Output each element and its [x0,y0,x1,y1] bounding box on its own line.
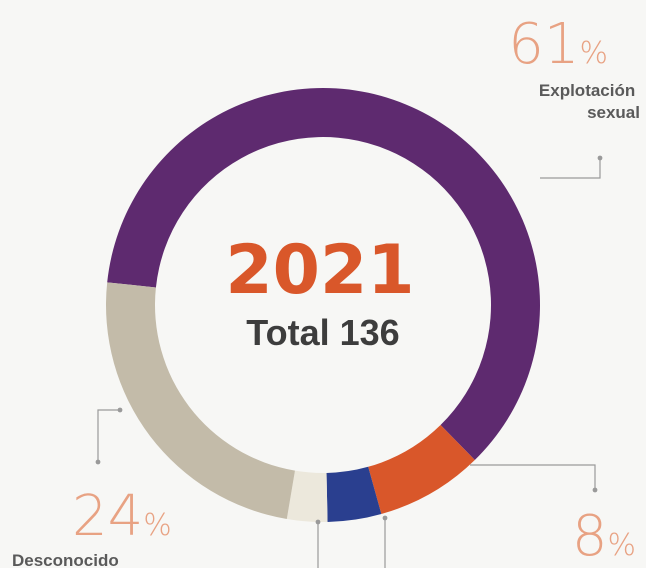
leader-lines [97,158,601,568]
leader-dots [95,155,603,525]
percent-value: 61 [508,12,579,77]
percent-label-explotacion: 61% [508,12,608,77]
leader-line-24 [97,409,120,462]
donut-slice-4 [105,282,295,519]
leader-dot [117,407,123,413]
percent-label-8: 8% [572,504,636,568]
percent-sign: % [579,36,608,71]
percent-sign: % [143,508,172,543]
category-label-explotacion: Explotación sexual [539,81,640,122]
leader-dot [382,515,388,521]
category-label-line: sexual [587,103,640,122]
donut-slice-3 [286,470,328,522]
leader-line-explotacion [540,158,601,179]
leader-line-8 [470,464,596,490]
donut-slice-1 [368,425,475,515]
category-label-line: Explotación [539,81,635,100]
center-total: Total 136 [246,312,399,353]
percent-value: 8 [572,504,608,568]
percent-sign: % [607,528,636,563]
donut-slice-0 [107,87,540,461]
category-label-desconocido: Desconocido [12,551,119,568]
leader-dot [95,459,101,465]
leader-dot [315,519,321,525]
percent-label-24: 24% [72,484,172,549]
percent-value: 24 [72,484,143,549]
center-year: 2021 [225,231,414,310]
donut-slice-2 [326,466,382,522]
leader-dot [592,487,598,493]
donut-ring [105,87,540,522]
leader-dot [597,155,603,161]
